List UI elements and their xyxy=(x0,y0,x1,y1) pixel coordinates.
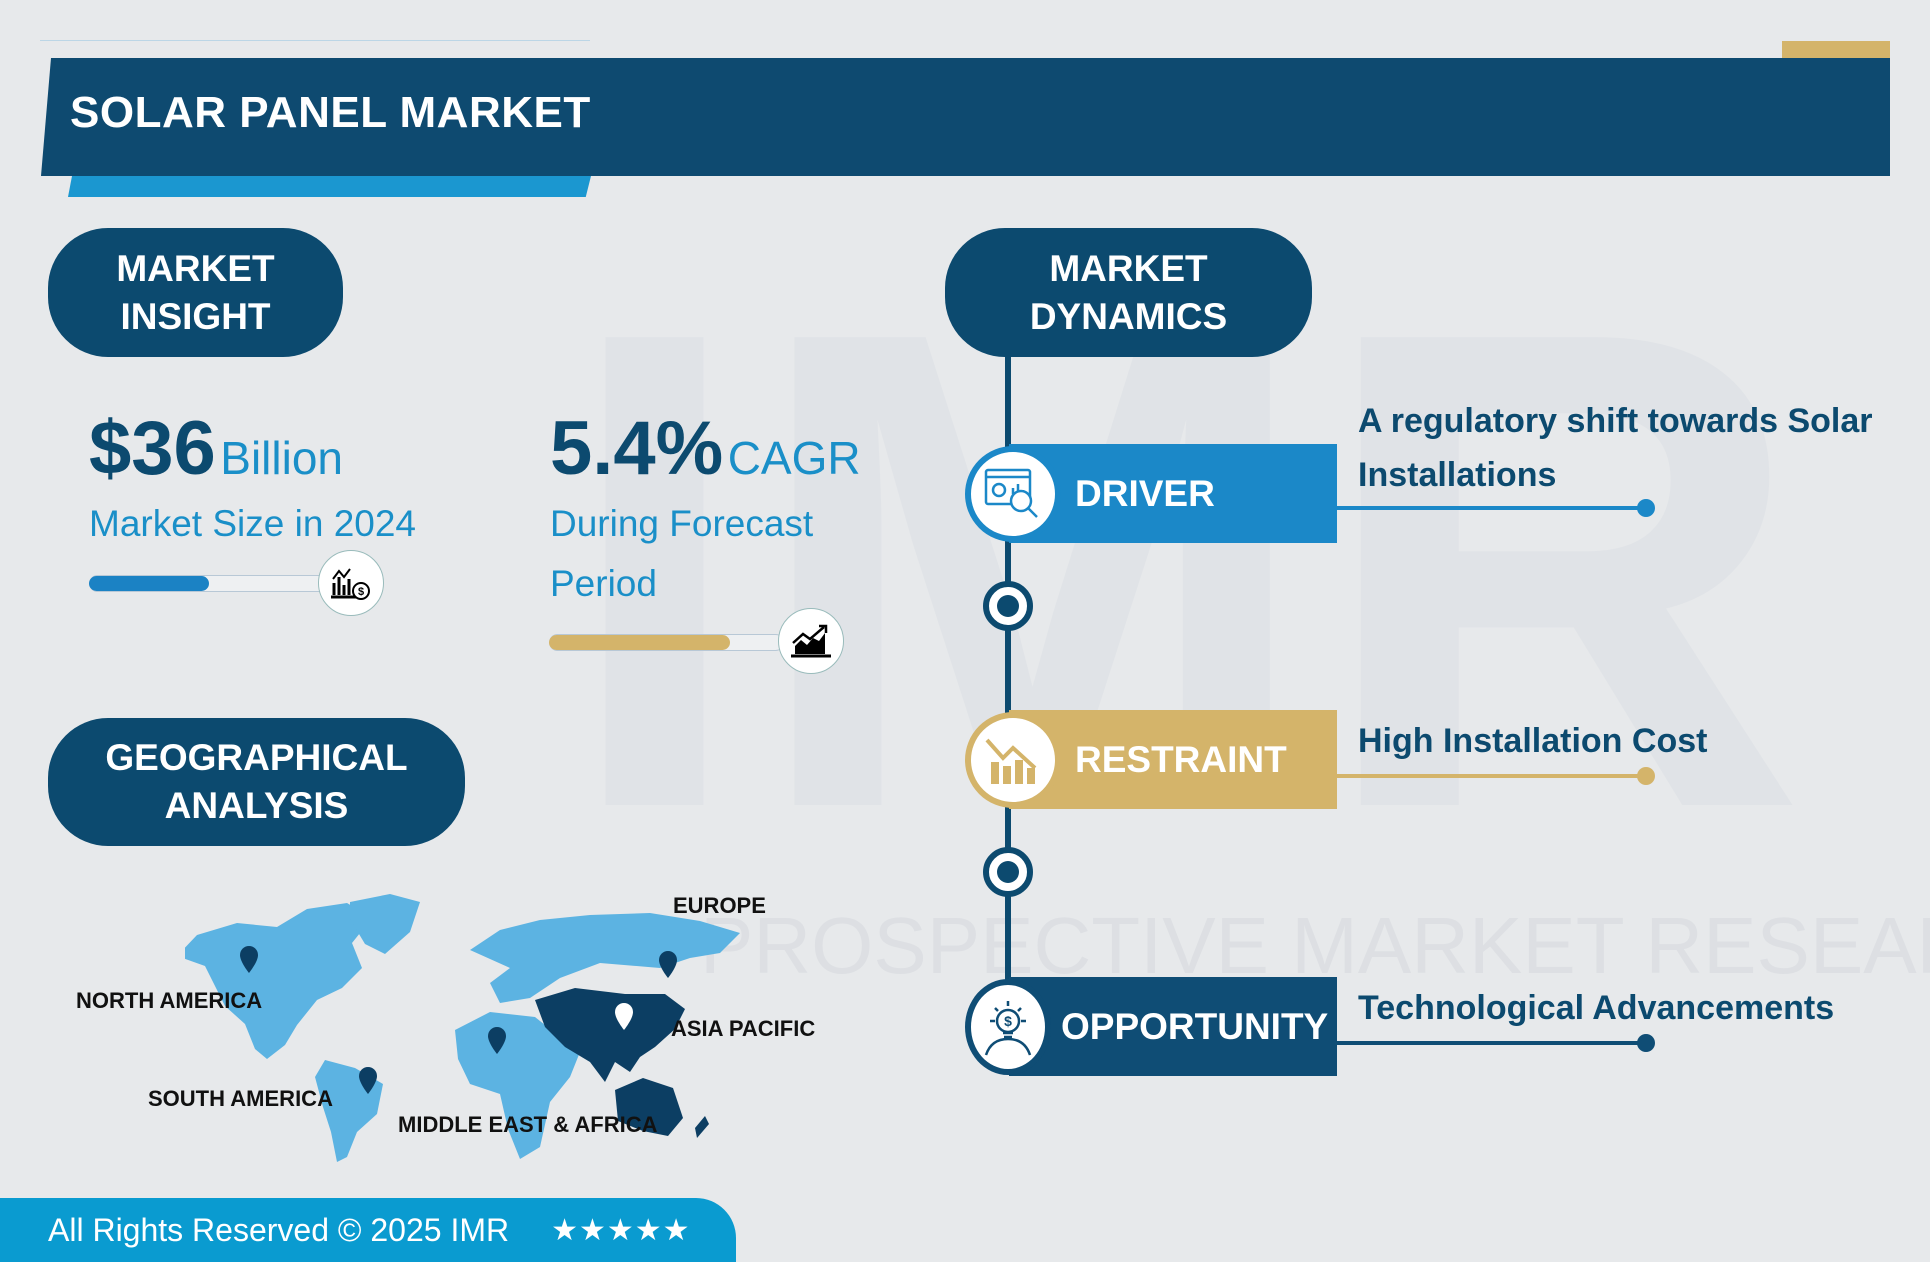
restraint-label: RESTRAINT xyxy=(1075,738,1287,780)
world-map xyxy=(185,894,740,1162)
region-label-middle-east-africa: MIDDLE EAST & AFRICA xyxy=(398,1112,658,1137)
driver-box: DRIVER xyxy=(1009,444,1337,543)
timeline-node xyxy=(983,847,1033,897)
heading-line: GEOGRAPHICAL xyxy=(105,737,408,778)
timeline-node xyxy=(983,581,1033,631)
cagr-label-line: During Forecast xyxy=(550,503,814,544)
heading-line: DYNAMICS xyxy=(1029,295,1228,337)
cagr-bar-fill xyxy=(549,635,730,650)
opportunity-connector xyxy=(1337,1034,1655,1052)
map-europe xyxy=(470,913,740,1003)
cagr-value: 5.4% CAGR xyxy=(550,405,861,492)
location-pin-icon xyxy=(615,1003,633,1030)
location-pin-icons xyxy=(240,946,677,1094)
location-pin-icon xyxy=(240,946,258,973)
growth-chart-icon xyxy=(778,608,844,674)
cagr-label-line: Period xyxy=(550,563,657,604)
copyright-text: All Rights Reserved © 2025 IMR xyxy=(48,1211,510,1248)
driver-connector xyxy=(1337,499,1655,517)
heading-line: ANALYSIS xyxy=(164,785,349,826)
market-size-number: $36 xyxy=(89,406,216,491)
analytics-magnifier-icon xyxy=(965,446,1061,542)
market-size-bar-fill xyxy=(89,576,209,591)
divider xyxy=(40,40,590,41)
cagr-label: During Forecast Period xyxy=(550,494,813,614)
region-label-south-america: SOUTH AMERICA xyxy=(148,1086,333,1111)
svg-text:$: $ xyxy=(358,586,364,598)
restraint-text: High Installation Cost xyxy=(1358,722,1708,760)
map-asia-pacific xyxy=(535,988,685,1082)
market-dynamics-heading: MARKET DYNAMICS xyxy=(945,228,1312,357)
restraint-connector xyxy=(1337,767,1655,785)
opportunity-label: OPPORTUNITY xyxy=(1061,1005,1329,1047)
map-africa xyxy=(455,1012,580,1159)
driver-text-line: Installations xyxy=(1358,456,1557,494)
watermark-text: PROSPECTIVE MARKET RESEARCH xyxy=(700,901,1930,990)
driver-text: A regulatory shift towards Solar Installa… xyxy=(1358,394,1873,502)
location-pin-icon xyxy=(659,951,677,978)
market-size-unit: Billion xyxy=(220,432,343,484)
opportunity-text: Technological Advancements xyxy=(1358,989,1835,1027)
map-greenland xyxy=(350,894,420,954)
market-size-label: Market Size in 2024 xyxy=(89,503,417,544)
location-pin-icon xyxy=(359,1067,377,1094)
cagr-unit: CAGR xyxy=(727,432,861,484)
map-north-america xyxy=(185,903,372,1059)
location-pin-icon xyxy=(488,1027,506,1054)
market-size-value: $36 Billion xyxy=(89,405,343,492)
bar-chart-dollar-icon: $ xyxy=(318,550,384,616)
title-bar xyxy=(41,58,1890,176)
footer: All Rights Reserved © 2025 IMR ★★★★★ xyxy=(0,1198,736,1262)
geographical-analysis-heading: GEOGRAPHICAL ANALYSIS xyxy=(48,718,465,846)
heading-line: MARKET xyxy=(116,247,275,289)
rating-stars-icon: ★★★★★ xyxy=(551,1213,691,1247)
region-label-asia-pacific: ASIA PACIFIC xyxy=(671,1016,816,1041)
opportunity-box: OPPORTUNITY xyxy=(1009,977,1337,1076)
gold-accent xyxy=(1782,41,1890,58)
timeline-line xyxy=(1005,357,1011,982)
driver-text-line: A regulatory shift towards Solar xyxy=(1358,402,1873,440)
svg-text:$: $ xyxy=(1004,1013,1012,1029)
market-size-bar xyxy=(89,575,329,592)
title-accent xyxy=(68,176,591,197)
declining-chart-icon xyxy=(965,712,1061,808)
heading-line: MARKET xyxy=(1049,247,1208,289)
lightbulb-dollar-icon: $ xyxy=(965,979,1051,1075)
cagr-number: 5.4% xyxy=(550,406,724,491)
region-label-europe: EUROPE xyxy=(673,893,766,918)
market-insight-heading: MARKET INSIGHT xyxy=(48,228,343,357)
heading-line: INSIGHT xyxy=(120,295,271,337)
region-label-north-america: NORTH AMERICA xyxy=(76,988,263,1013)
cagr-bar xyxy=(549,634,784,651)
driver-label: DRIVER xyxy=(1075,472,1215,514)
page-title: SOLAR PANEL MARKET xyxy=(70,88,591,137)
restraint-box: RESTRAINT xyxy=(1009,710,1337,809)
map-australia xyxy=(615,1078,683,1136)
